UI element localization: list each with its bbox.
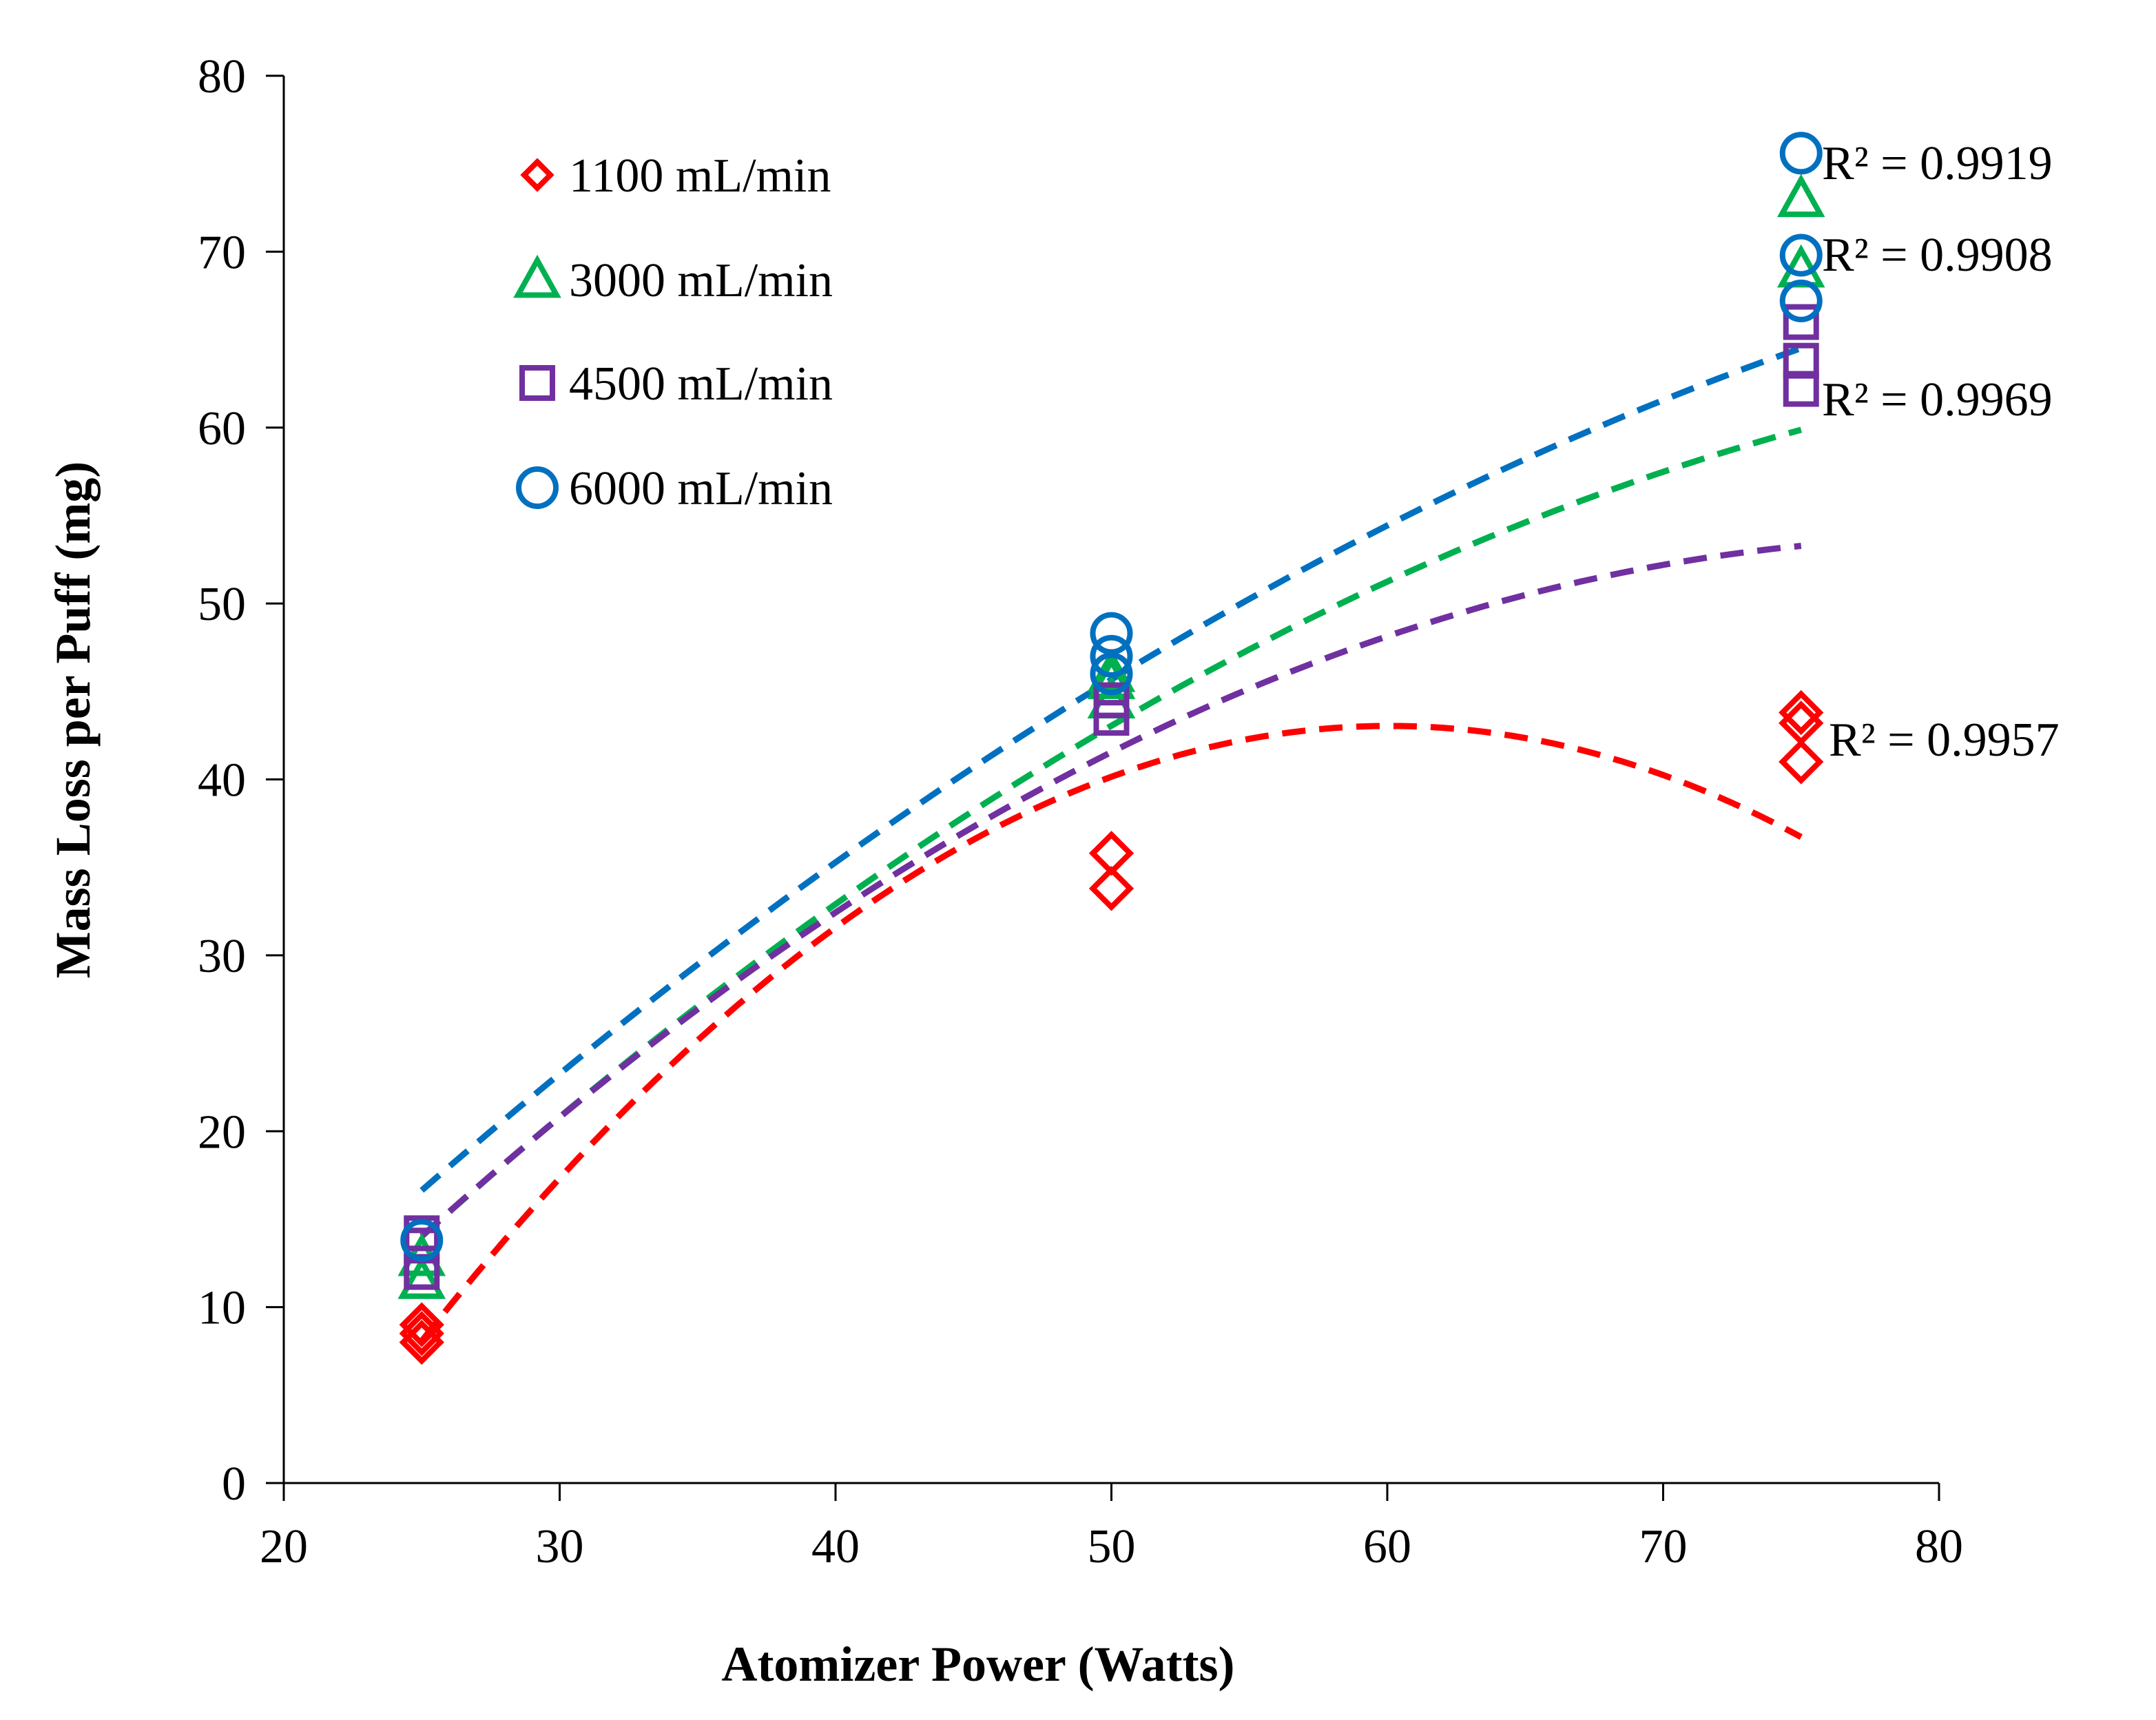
x-tick-label: 80 xyxy=(1915,1520,1963,1573)
r2-label-series-2: R² = 0.9908 xyxy=(1822,229,2053,282)
legend-item-4: 6000 mL/min xyxy=(516,462,833,515)
point-series-1 xyxy=(1088,866,1134,911)
point-series-3 xyxy=(1783,342,1819,379)
r2-label-series-4: R² = 0.9919 xyxy=(1822,137,2053,190)
legend-marker-4 xyxy=(516,466,559,509)
point-series-4 xyxy=(1779,279,1823,322)
x-tick-label: 30 xyxy=(536,1520,584,1573)
point-series-4 xyxy=(1779,234,1823,277)
y-tick-label: 40 xyxy=(198,754,246,807)
point-series-3 xyxy=(1783,304,1819,340)
legend-marker-1 xyxy=(520,158,554,192)
y-tick-label: 80 xyxy=(198,50,246,103)
point-series-2 xyxy=(397,1256,446,1299)
trendline-series-1 xyxy=(419,723,1803,1343)
legend-label-2: 3000 mL/min xyxy=(569,254,833,307)
y-axis-title: Mass Loss per Puff (mg) xyxy=(45,462,101,979)
x-tick-label: 20 xyxy=(260,1520,308,1573)
point-series-3 xyxy=(1093,682,1130,718)
y-tick-label: 0 xyxy=(222,1458,246,1511)
y-tick-label: 60 xyxy=(198,402,246,455)
legend-item-3: 4500 mL/min xyxy=(519,358,833,411)
legend-label-1: 1100 mL/min xyxy=(569,149,831,203)
r2-label-series-1: R² = 0.9957 xyxy=(1829,714,2060,767)
legend-marker-2 xyxy=(513,254,561,298)
legend-item-2: 3000 mL/min xyxy=(513,254,833,307)
point-series-2 xyxy=(1087,656,1136,699)
trendline-series-3 xyxy=(419,543,1802,1239)
r2-labels: R² = 0.9957 R² = 0.9908 R² = 0.9969 R² = 0.… xyxy=(1822,137,2060,767)
point-series-4 xyxy=(1090,634,1133,678)
point-series-1 xyxy=(1779,690,1824,736)
legend-item-1: 1100 mL/min xyxy=(520,149,831,203)
legend: 1100 mL/min 3000 mL/min 4500 mL/min 6000 mL… xyxy=(513,149,833,515)
x-tick-label: 50 xyxy=(1088,1520,1136,1573)
x-axis-title: Atomizer Power (Watts) xyxy=(721,1637,1234,1692)
point-series-2 xyxy=(1776,174,1825,218)
point-series-4 xyxy=(1090,612,1133,655)
x-tick-label: 60 xyxy=(1363,1520,1411,1573)
x-tick-label: 40 xyxy=(811,1520,860,1573)
y-tick-label: 50 xyxy=(198,578,246,631)
x-tick-label: 70 xyxy=(1639,1520,1688,1573)
data-markers xyxy=(397,132,1825,1365)
r2-label-series-3: R² = 0.9969 xyxy=(1822,373,2053,426)
point-series-1 xyxy=(399,1302,444,1347)
y-tick-label: 70 xyxy=(198,226,246,279)
point-series-1 xyxy=(1779,739,1824,785)
y-tick-label: 20 xyxy=(198,1106,246,1159)
point-series-4 xyxy=(1090,652,1133,696)
point-series-4 xyxy=(1779,132,1823,175)
point-series-4 xyxy=(400,1219,444,1262)
axes: 0 10 20 30 40 50 60 70 80 20 30 40 50 60 70 80 xyxy=(198,50,1963,1573)
legend-label-3: 4500 mL/min xyxy=(569,358,833,411)
y-tick-label: 30 xyxy=(198,930,246,983)
point-series-1 xyxy=(1088,831,1134,876)
y-tick-label: 10 xyxy=(198,1282,246,1335)
legend-label-4: 6000 mL/min xyxy=(569,462,833,515)
legend-marker-3 xyxy=(519,365,555,401)
